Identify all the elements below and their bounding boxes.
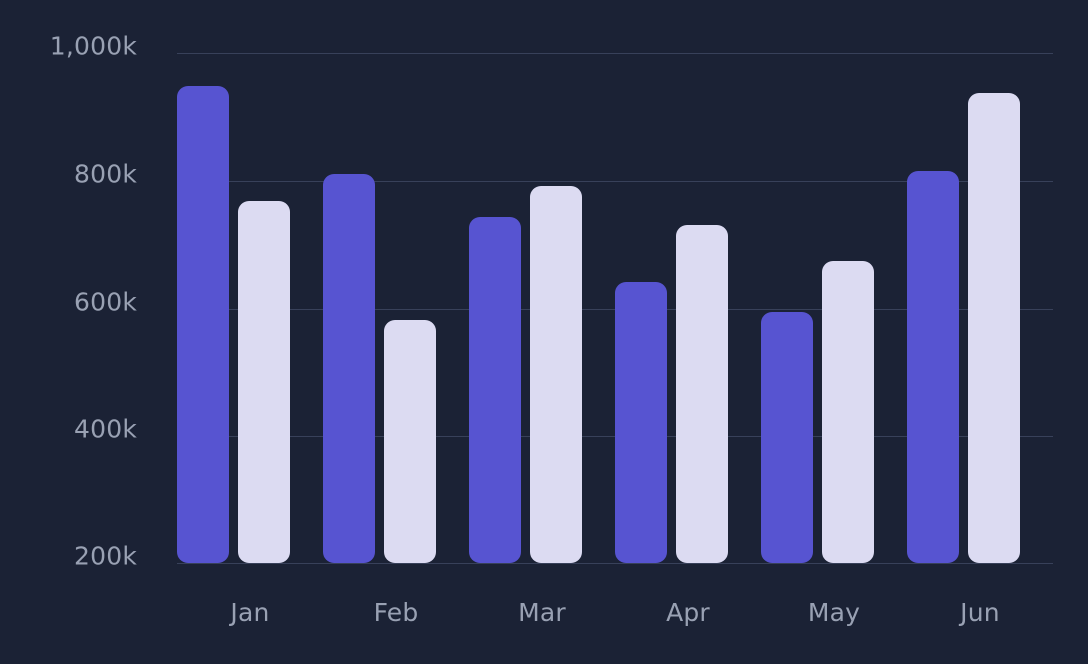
y-axis-tick-labels: 1,000k 800k 600k 400k 200k xyxy=(0,0,137,664)
bar-mar-series-a[interactable] xyxy=(469,216,521,563)
x-axis-label-mar: Mar xyxy=(518,598,566,627)
bar-apr-series-b[interactable] xyxy=(676,225,728,563)
bar-jun-series-a[interactable] xyxy=(907,170,959,563)
bar-jun-series-b[interactable] xyxy=(968,93,1020,563)
bar-jan-series-a[interactable] xyxy=(177,86,229,563)
gridline xyxy=(177,563,1053,564)
bar-group-may xyxy=(761,53,907,563)
bar-group-jan xyxy=(177,53,323,563)
y-axis-tick-label: 400k xyxy=(74,414,137,444)
bar-feb-series-a[interactable] xyxy=(323,174,375,563)
x-axis-category-labels: Jan Feb Mar Apr May Jun xyxy=(177,600,1053,640)
bar-mar-series-b[interactable] xyxy=(530,186,582,563)
x-axis-label-feb: Feb xyxy=(373,598,419,627)
y-axis-tick-label: 1,000k xyxy=(49,31,137,61)
y-axis-tick-label: 800k xyxy=(74,159,137,189)
y-axis-tick-label: 600k xyxy=(74,287,137,317)
bar-group-jun xyxy=(907,53,1053,563)
bar-group-apr xyxy=(615,53,761,563)
bar-feb-series-b[interactable] xyxy=(384,320,436,563)
bar-may-series-a[interactable] xyxy=(761,311,813,563)
bar-jan-series-b[interactable] xyxy=(238,200,290,563)
gridline xyxy=(177,181,1053,182)
y-axis-tick-label: 200k xyxy=(74,541,137,571)
bar-may-series-b[interactable] xyxy=(822,260,874,563)
x-axis-label-jan: Jan xyxy=(230,598,270,627)
x-axis-label-may: May xyxy=(807,598,861,627)
bar-group-mar xyxy=(469,53,615,563)
x-axis-label-jun: Jun xyxy=(960,598,1000,627)
gridline xyxy=(177,53,1053,54)
bar-apr-series-a[interactable] xyxy=(615,281,667,563)
bar-group-feb xyxy=(323,53,469,563)
x-axis-label-apr: Apr xyxy=(666,598,710,627)
bars-layer xyxy=(177,53,1053,563)
